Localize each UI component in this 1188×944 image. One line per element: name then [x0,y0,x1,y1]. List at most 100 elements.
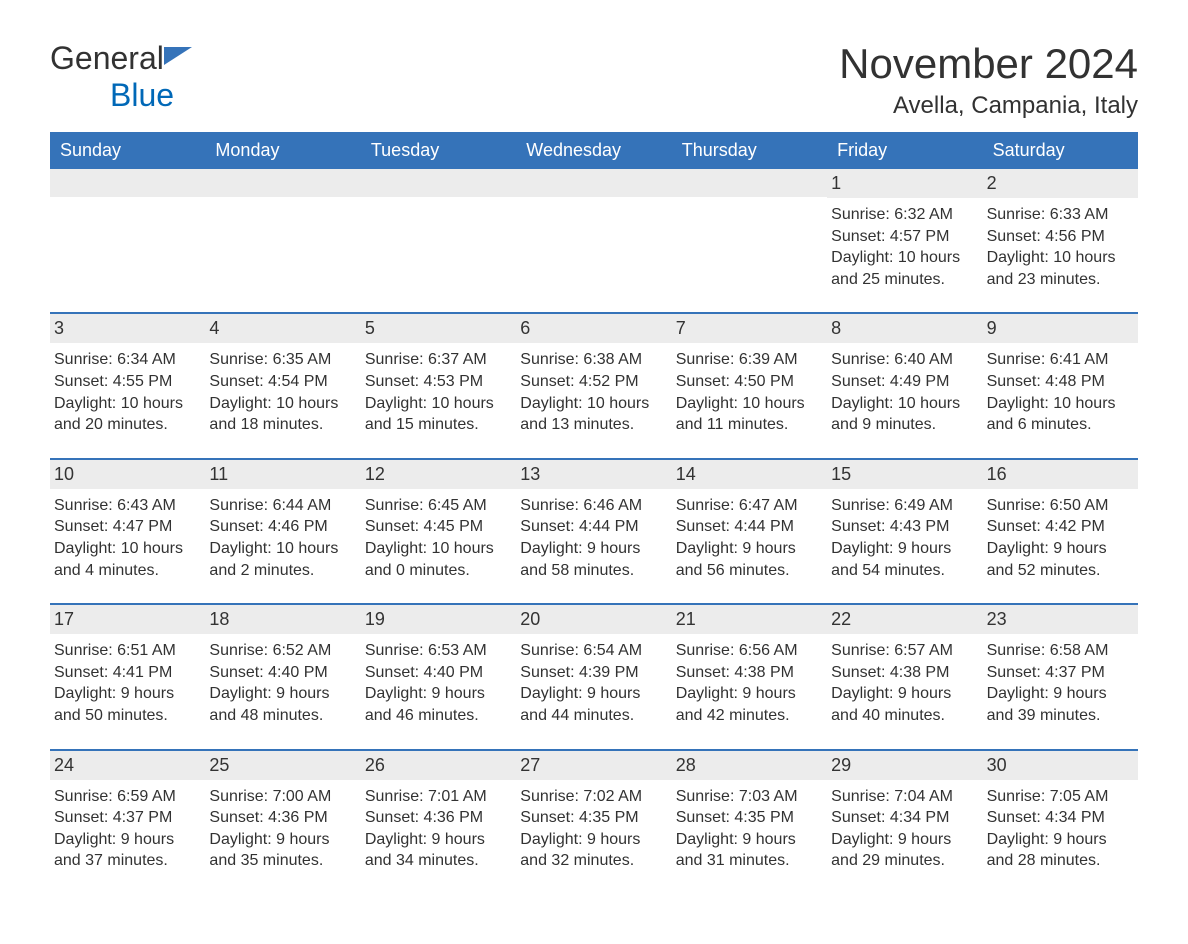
sunset-text: Sunset: 4:55 PM [54,371,201,393]
sunrise-text: Sunrise: 6:58 AM [987,640,1134,662]
daylight-text: Daylight: 10 hours and 0 minutes. [365,538,512,581]
sunset-text: Sunset: 4:34 PM [987,807,1134,829]
sunset-text: Sunset: 4:35 PM [676,807,823,829]
day-details: Sunrise: 6:33 AMSunset: 4:56 PMDaylight:… [983,198,1138,290]
sunset-text: Sunset: 4:35 PM [520,807,667,829]
page-title: November 2024 [839,40,1138,88]
day-cell: 17Sunrise: 6:51 AMSunset: 4:41 PMDayligh… [50,603,205,748]
sunset-text: Sunset: 4:54 PM [209,371,356,393]
day-number: 28 [672,749,827,780]
day-cell: 10Sunrise: 6:43 AMSunset: 4:47 PMDayligh… [50,458,205,603]
top-bar: General Blue November 2024 Avella, Campa… [50,40,1138,132]
day-cell: 13Sunrise: 6:46 AMSunset: 4:44 PMDayligh… [516,458,671,603]
daylight-text: Daylight: 9 hours and 35 minutes. [209,829,356,872]
daylight-text: Daylight: 9 hours and 54 minutes. [831,538,978,581]
calendar-week: 10Sunrise: 6:43 AMSunset: 4:47 PMDayligh… [50,458,1138,603]
sunset-text: Sunset: 4:48 PM [987,371,1134,393]
sunrise-text: Sunrise: 7:04 AM [831,786,978,808]
day-details: Sunrise: 6:34 AMSunset: 4:55 PMDaylight:… [50,343,205,435]
day-cell: 11Sunrise: 6:44 AMSunset: 4:46 PMDayligh… [205,458,360,603]
day-number: 22 [827,603,982,634]
day-details: Sunrise: 6:35 AMSunset: 4:54 PMDaylight:… [205,343,360,435]
day-cell: 30Sunrise: 7:05 AMSunset: 4:34 PMDayligh… [983,749,1138,894]
location-text: Avella, Campania, Italy [839,92,1138,120]
day-cell: 18Sunrise: 6:52 AMSunset: 4:40 PMDayligh… [205,603,360,748]
sunset-text: Sunset: 4:44 PM [676,516,823,538]
day-cell: 22Sunrise: 6:57 AMSunset: 4:38 PMDayligh… [827,603,982,748]
daylight-text: Daylight: 9 hours and 42 minutes. [676,683,823,726]
day-cell: 20Sunrise: 6:54 AMSunset: 4:39 PMDayligh… [516,603,671,748]
day-details: Sunrise: 7:02 AMSunset: 4:35 PMDaylight:… [516,780,671,872]
daylight-text: Daylight: 9 hours and 56 minutes. [676,538,823,581]
day-cell: 21Sunrise: 6:56 AMSunset: 4:38 PMDayligh… [672,603,827,748]
day-cell: 9Sunrise: 6:41 AMSunset: 4:48 PMDaylight… [983,312,1138,457]
empty-cell [50,169,205,312]
sunset-text: Sunset: 4:50 PM [676,371,823,393]
day-details: Sunrise: 6:40 AMSunset: 4:49 PMDaylight:… [827,343,982,435]
day-details: Sunrise: 7:01 AMSunset: 4:36 PMDaylight:… [361,780,516,872]
sunrise-text: Sunrise: 6:49 AM [831,495,978,517]
sunset-text: Sunset: 4:37 PM [54,807,201,829]
brand-logo: General Blue [50,40,192,114]
weekday-header: Monday [205,132,360,169]
day-details: Sunrise: 6:44 AMSunset: 4:46 PMDaylight:… [205,489,360,581]
daylight-text: Daylight: 9 hours and 40 minutes. [831,683,978,726]
sunrise-text: Sunrise: 6:34 AM [54,349,201,371]
calendar-body: 1Sunrise: 6:32 AMSunset: 4:57 PMDaylight… [50,169,1138,894]
day-details: Sunrise: 6:56 AMSunset: 4:38 PMDaylight:… [672,634,827,726]
day-details: Sunrise: 7:00 AMSunset: 4:36 PMDaylight:… [205,780,360,872]
day-number: 8 [827,312,982,343]
day-details: Sunrise: 6:57 AMSunset: 4:38 PMDaylight:… [827,634,982,726]
sunrise-text: Sunrise: 7:00 AM [209,786,356,808]
daylight-text: Daylight: 10 hours and 20 minutes. [54,393,201,436]
sunset-text: Sunset: 4:38 PM [831,662,978,684]
sunset-text: Sunset: 4:53 PM [365,371,512,393]
day-number: 1 [827,169,982,198]
day-details: Sunrise: 6:58 AMSunset: 4:37 PMDaylight:… [983,634,1138,726]
day-details: Sunrise: 6:53 AMSunset: 4:40 PMDaylight:… [361,634,516,726]
day-cell: 6Sunrise: 6:38 AMSunset: 4:52 PMDaylight… [516,312,671,457]
day-cell: 19Sunrise: 6:53 AMSunset: 4:40 PMDayligh… [361,603,516,748]
day-cell: 16Sunrise: 6:50 AMSunset: 4:42 PMDayligh… [983,458,1138,603]
title-block: November 2024 Avella, Campania, Italy [839,40,1138,132]
day-number: 17 [50,603,205,634]
day-cell: 7Sunrise: 6:39 AMSunset: 4:50 PMDaylight… [672,312,827,457]
day-details: Sunrise: 7:04 AMSunset: 4:34 PMDaylight:… [827,780,982,872]
sunrise-text: Sunrise: 6:52 AM [209,640,356,662]
day-number: 4 [205,312,360,343]
sunset-text: Sunset: 4:56 PM [987,226,1134,248]
daylight-text: Daylight: 9 hours and 31 minutes. [676,829,823,872]
daylight-text: Daylight: 10 hours and 15 minutes. [365,393,512,436]
day-cell: 3Sunrise: 6:34 AMSunset: 4:55 PMDaylight… [50,312,205,457]
sunrise-text: Sunrise: 7:01 AM [365,786,512,808]
daylight-text: Daylight: 10 hours and 11 minutes. [676,393,823,436]
sunrise-text: Sunrise: 6:57 AM [831,640,978,662]
sunset-text: Sunset: 4:36 PM [209,807,356,829]
day-cell: 1Sunrise: 6:32 AMSunset: 4:57 PMDaylight… [827,169,982,312]
day-cell: 2Sunrise: 6:33 AMSunset: 4:56 PMDaylight… [983,169,1138,312]
sunrise-text: Sunrise: 6:45 AM [365,495,512,517]
calendar-week: 3Sunrise: 6:34 AMSunset: 4:55 PMDaylight… [50,312,1138,457]
calendar-week: 17Sunrise: 6:51 AMSunset: 4:41 PMDayligh… [50,603,1138,748]
day-cell: 15Sunrise: 6:49 AMSunset: 4:43 PMDayligh… [827,458,982,603]
day-cell: 28Sunrise: 7:03 AMSunset: 4:35 PMDayligh… [672,749,827,894]
day-details: Sunrise: 6:32 AMSunset: 4:57 PMDaylight:… [827,198,982,290]
sunset-text: Sunset: 4:37 PM [987,662,1134,684]
sunrise-text: Sunrise: 6:32 AM [831,204,978,226]
day-number: 20 [516,603,671,634]
daylight-text: Daylight: 9 hours and 37 minutes. [54,829,201,872]
calendar-week: 24Sunrise: 6:59 AMSunset: 4:37 PMDayligh… [50,749,1138,894]
weekday-header: Sunday [50,132,205,169]
sunrise-text: Sunrise: 6:54 AM [520,640,667,662]
day-cell: 14Sunrise: 6:47 AMSunset: 4:44 PMDayligh… [672,458,827,603]
day-number: 3 [50,312,205,343]
daylight-text: Daylight: 10 hours and 6 minutes. [987,393,1134,436]
day-number: 11 [205,458,360,489]
day-cell: 27Sunrise: 7:02 AMSunset: 4:35 PMDayligh… [516,749,671,894]
day-cell: 24Sunrise: 6:59 AMSunset: 4:37 PMDayligh… [50,749,205,894]
sunrise-text: Sunrise: 6:43 AM [54,495,201,517]
day-number: 7 [672,312,827,343]
day-number: 12 [361,458,516,489]
day-details: Sunrise: 6:41 AMSunset: 4:48 PMDaylight:… [983,343,1138,435]
sunset-text: Sunset: 4:57 PM [831,226,978,248]
